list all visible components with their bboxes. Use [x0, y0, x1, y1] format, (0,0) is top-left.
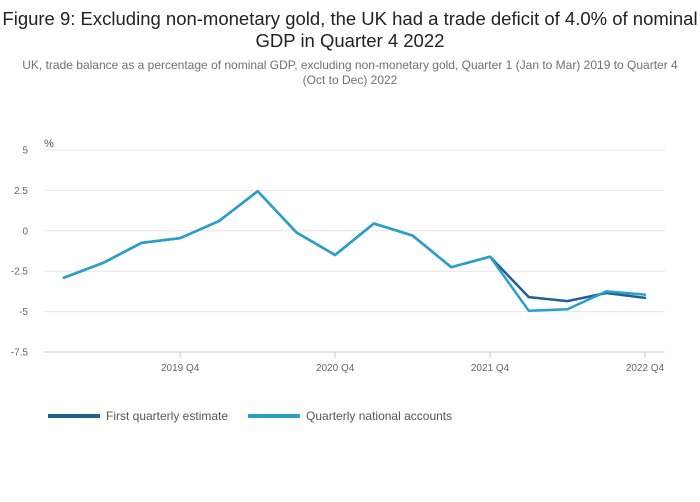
y-tick-label: -7.5	[11, 348, 29, 359]
x-tick-label: 2019 Q4	[161, 363, 200, 374]
x-axis-ticks: 2019 Q4 2020 Q4 2021 Q4 2022 Q4	[161, 352, 665, 374]
series-line-first-quarterly-estimate[interactable]	[62, 189, 647, 303]
y-axis-unit-label: %	[44, 138, 54, 150]
legend-label-first-estimate: First quarterly estimate	[106, 409, 229, 423]
series-lines	[62, 189, 647, 313]
legend-label-quarterly-national-accounts: Quarterly national accounts	[306, 409, 453, 423]
legend-swatch-first-estimate	[48, 414, 100, 418]
y-tick-label: -5	[19, 307, 28, 318]
legend: First quarterly estimate Quarterly natio…	[48, 409, 452, 423]
legend-item-quarterly-national-accounts[interactable]: Quarterly national accounts	[248, 409, 452, 423]
series-line-quarterly-national-accounts[interactable]	[62, 189, 647, 313]
x-tick-label: 2021 Q4	[471, 363, 510, 374]
y-axis-ticks: 5 2.5 0 -2.5 -5 -7.5	[11, 146, 29, 359]
y-tick-label: 5	[22, 146, 28, 157]
chart-title: Figure 9: Excluding non-monetary gold, t…	[2, 8, 698, 51]
chart-subtitle: UK, trade balance as a percentage of nom…	[22, 58, 678, 87]
gridlines	[44, 149, 665, 353]
legend-swatch-quarterly-national-accounts	[248, 414, 301, 418]
x-tick-label: 2022 Q4	[626, 363, 665, 374]
x-tick-label: 2020 Q4	[316, 363, 355, 374]
y-tick-label: -2.5	[11, 267, 29, 278]
legend-item-first-estimate[interactable]: First quarterly estimate	[48, 409, 228, 423]
y-tick-label: 2.5	[14, 186, 28, 197]
y-tick-label: 0	[22, 226, 28, 237]
